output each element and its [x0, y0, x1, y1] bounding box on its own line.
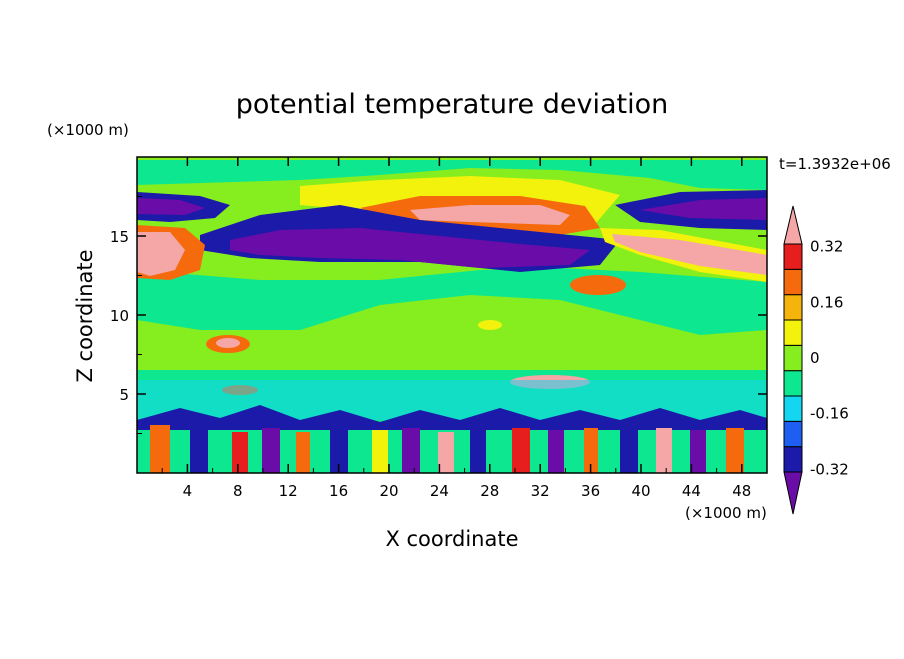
- colorbar-label: 0.32: [810, 238, 843, 256]
- convective-column: [402, 428, 420, 473]
- colorbar-label: 0.16: [810, 293, 843, 311]
- upper-green-zone: [137, 160, 767, 190]
- right-pink-core: [612, 234, 767, 275]
- x-tick-label: 40: [631, 482, 650, 500]
- colorbar-box: [783, 268, 803, 296]
- x-axis-label: X coordinate: [385, 527, 518, 551]
- convective-column: [150, 425, 170, 473]
- x-tick-label: 20: [379, 482, 398, 500]
- convective-columns: [150, 425, 744, 473]
- colorbar-label: -0.32: [810, 460, 849, 478]
- colorbar-box: [783, 395, 803, 422]
- convective-column: [726, 428, 744, 473]
- y-tick-label: 10: [110, 307, 129, 325]
- warm-patch-a-core: [216, 338, 240, 348]
- colorbar-box: [783, 446, 803, 473]
- y-tick-label: 5: [119, 386, 129, 404]
- convective-column: [330, 426, 348, 473]
- colorbar-extend-low: [783, 471, 803, 515]
- convective-column: [470, 430, 486, 473]
- colorbar-extend-high: [783, 205, 803, 245]
- y-axis-label: Z coordinate: [73, 249, 97, 382]
- x-tick-label: 24: [430, 482, 449, 500]
- contour-field: [137, 157, 767, 473]
- convective-column: [190, 430, 208, 473]
- convective-column: [690, 430, 706, 473]
- warm-patch-c: [478, 320, 502, 330]
- colorbar-box: [783, 344, 803, 372]
- x-tick-label: 8: [233, 482, 243, 500]
- convective-column: [232, 432, 248, 473]
- left-pink-core: [137, 232, 185, 276]
- convective-column: [620, 430, 638, 473]
- x-tick-label: 44: [682, 482, 701, 500]
- right-purple-cap: [640, 198, 767, 220]
- time-label: t=1.3932e+06: [779, 155, 891, 173]
- colorbar-box: [783, 420, 803, 448]
- x-tick-label: 12: [279, 482, 298, 500]
- colorbar-label: 0: [810, 349, 820, 367]
- convective-column: [438, 432, 454, 473]
- x-tick-label: 4: [183, 482, 193, 500]
- convective-column: [656, 428, 672, 473]
- x-unit-label: (×1000 m): [685, 504, 767, 522]
- warm-patch-b: [570, 275, 626, 295]
- y-tick-label: 15: [110, 228, 129, 246]
- x-tick-label: 16: [329, 482, 348, 500]
- colorbar-box: [783, 319, 803, 346]
- left-purple-cap: [137, 198, 205, 215]
- convective-purple-row: [137, 405, 767, 430]
- convective-column: [584, 428, 598, 473]
- colorbar: 0.32 0.16 0 -0.16 -0.32: [783, 205, 849, 515]
- convective-column: [372, 430, 388, 473]
- convective-column: [262, 428, 280, 473]
- x-tick-label: 48: [732, 482, 751, 500]
- colorbar-box: [783, 294, 803, 321]
- convective-column: [548, 430, 564, 473]
- y-unit-label: (×1000 m): [47, 121, 129, 139]
- colorbar-label: -0.16: [810, 405, 849, 423]
- colorbar-box: [783, 370, 803, 397]
- x-tick-label: 36: [581, 482, 600, 500]
- convective-column: [512, 428, 530, 473]
- x-tick-label: 28: [480, 482, 499, 500]
- y-axis-ticks: 5 10 15: [110, 196, 767, 434]
- colorbar-box: [783, 243, 803, 270]
- x-tick-label: 32: [531, 482, 550, 500]
- upper-pink-core: [410, 205, 570, 225]
- chart-title: potential temperature deviation: [236, 89, 668, 120]
- upper-purple-core: [230, 228, 590, 268]
- convective-column: [296, 432, 310, 473]
- x-axis-ticks: 4 8 12 16 20 24 28 32 36 40 44 48: [161, 157, 751, 500]
